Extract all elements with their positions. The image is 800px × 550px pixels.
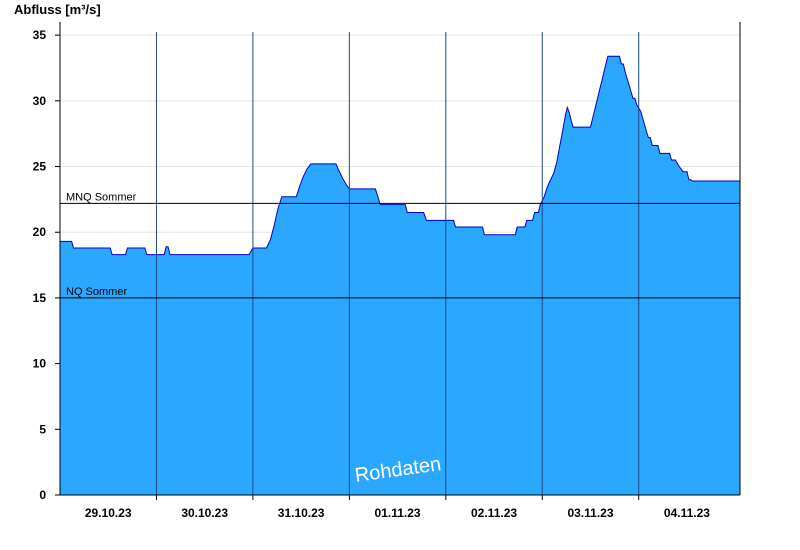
- x-tick-label: 03.11.23: [567, 506, 613, 520]
- y-tick-label: 5: [39, 422, 46, 436]
- y-tick-label: 0: [39, 488, 46, 502]
- axes-layer: [55, 22, 741, 500]
- discharge-area: [60, 56, 740, 495]
- x-tick-label: 04.11.23: [664, 506, 710, 520]
- y-tick-label: 10: [33, 357, 47, 371]
- y-tick-label: 35: [33, 28, 47, 42]
- y-tick-label: 15: [33, 291, 47, 305]
- reference-line-label: MNQ Sommer: [66, 191, 137, 203]
- y-tick-label: 25: [33, 160, 47, 174]
- x-tick-label: 31.10.23: [278, 506, 325, 520]
- tick-labels-layer: 0 5 10 15 20 25 30 35 29.10.23 30.10.23 31.10.23 01…: [33, 28, 711, 520]
- discharge-line: [60, 55, 740, 256]
- reference-lines-layer: MNQ Sommer NQ Sommer: [60, 191, 740, 299]
- y-tick-label: 20: [33, 225, 47, 239]
- x-tick-label: 01.11.23: [375, 506, 421, 520]
- y-tick-label: 30: [33, 94, 47, 108]
- reference-line-label: NQ Sommer: [66, 286, 127, 298]
- x-tick-label: 29.10.23: [85, 506, 132, 520]
- area-layer: [60, 55, 740, 495]
- x-tick-label: 02.11.23: [471, 506, 517, 520]
- y-axis-title: Abfluss [m³/s]: [14, 2, 101, 17]
- day-boundary-layer: [155, 32, 640, 495]
- x-tick-label: 30.10.23: [181, 506, 228, 520]
